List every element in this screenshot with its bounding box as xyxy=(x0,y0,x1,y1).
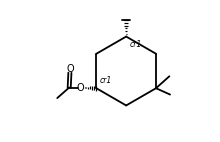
Text: cr1: cr1 xyxy=(130,40,142,49)
Text: O: O xyxy=(66,64,74,74)
Text: cr1: cr1 xyxy=(99,76,112,85)
Text: O: O xyxy=(76,83,84,93)
